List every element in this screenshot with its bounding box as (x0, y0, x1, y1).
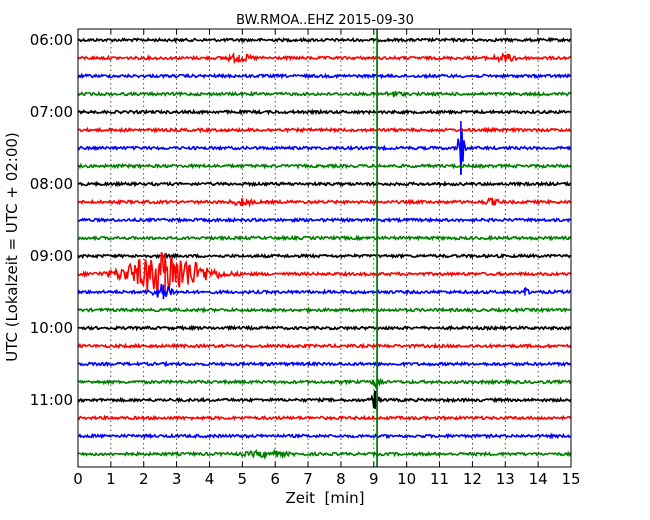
x-tick-label: 0 (73, 470, 83, 488)
trace-line (77, 251, 572, 294)
x-tick-label: 3 (172, 470, 182, 488)
trace-line (77, 162, 572, 170)
trace-line (77, 180, 572, 188)
x-axis-label: Zeit [min] (285, 489, 364, 507)
trace-line (77, 36, 572, 44)
x-tick-label: 11 (430, 470, 449, 488)
x-tick-label: 6 (270, 470, 280, 488)
x-tick-label: 7 (303, 470, 313, 488)
y-axis-ticks: 06:00 07:00 08:00 09:00 10:00 11:00 (30, 31, 571, 409)
trace-line (77, 448, 572, 460)
x-tick-label: 13 (496, 470, 515, 488)
x-tick-label: 12 (463, 470, 482, 488)
trace-line (77, 377, 572, 389)
x-tick-label: 15 (561, 470, 580, 488)
trace-line (77, 414, 572, 422)
trace-line (77, 216, 572, 224)
y-tick-label: 06:00 (30, 31, 73, 49)
trace-line (77, 131, 572, 175)
trace-line (77, 72, 572, 80)
x-tick-label: 8 (336, 470, 346, 488)
y-tick-label: 11:00 (30, 391, 73, 409)
trace-line (77, 51, 572, 65)
x-tick-label: 5 (238, 470, 248, 488)
x-tick-label: 1 (106, 470, 116, 488)
trace-line (77, 306, 572, 314)
y-tick-label: 08:00 (30, 175, 73, 193)
trace-line (77, 90, 572, 98)
trace-line (77, 324, 572, 332)
trace-line (77, 126, 572, 134)
traces (77, 36, 572, 460)
trace-line (77, 252, 572, 260)
x-tick-label: 4 (205, 470, 215, 488)
x-tick-label: 2 (139, 470, 149, 488)
x-tick-label: 9 (369, 470, 379, 488)
x-axis-ticks: 0 1 2 3 4 5 6 7 8 9 10 11 12 13 14 15 (73, 29, 581, 488)
y-tick-label: 09:00 (30, 247, 73, 265)
trace-line (77, 390, 572, 409)
x-tick-label: 10 (397, 470, 416, 488)
y-axis-label: UTC (Lokalzeit = UTC + 02:00) (3, 132, 21, 362)
trace-line (77, 197, 572, 208)
x-tick-label: 14 (529, 470, 548, 488)
trace-line (77, 108, 572, 116)
trace-line (77, 234, 572, 242)
y-tick-label: 07:00 (30, 103, 73, 121)
chart-title: BW.RMOA..EHZ 2015-09-30 (236, 13, 414, 28)
y-tick-label: 10:00 (30, 319, 73, 337)
trace-line (77, 360, 572, 368)
trace-line (77, 432, 572, 440)
trace-line (77, 342, 572, 350)
plot-frame (77, 28, 572, 468)
trace-line (77, 283, 572, 298)
